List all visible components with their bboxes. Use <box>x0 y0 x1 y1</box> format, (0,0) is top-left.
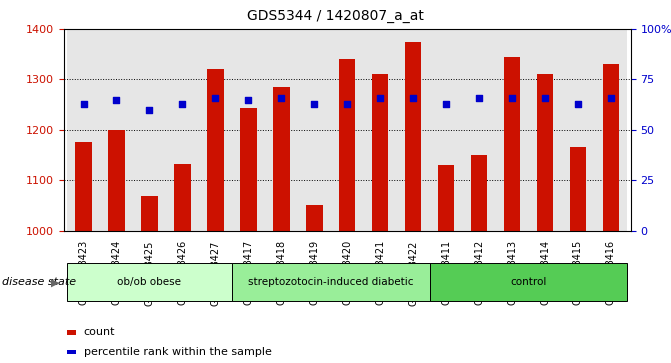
FancyBboxPatch shape <box>429 263 627 301</box>
Bar <box>603 64 619 231</box>
Bar <box>100 29 133 231</box>
Bar <box>141 196 158 231</box>
Point <box>539 95 550 101</box>
Bar <box>364 29 397 231</box>
Bar <box>496 29 529 231</box>
Text: count: count <box>84 327 115 337</box>
Bar <box>529 29 562 231</box>
Point <box>177 101 188 106</box>
Text: ▶: ▶ <box>50 277 59 287</box>
Point <box>441 101 452 106</box>
Bar <box>504 57 520 231</box>
Bar <box>471 155 487 231</box>
Bar <box>199 29 232 231</box>
Bar <box>166 29 199 231</box>
Text: GDS5344 / 1420807_a_at: GDS5344 / 1420807_a_at <box>247 9 424 23</box>
Bar <box>232 29 265 231</box>
Point <box>474 95 484 101</box>
Bar <box>331 29 364 231</box>
Point <box>78 101 89 106</box>
Point <box>309 101 319 106</box>
Bar <box>298 29 331 231</box>
Bar <box>438 165 454 231</box>
Point <box>276 95 287 101</box>
Text: disease state: disease state <box>2 277 76 287</box>
Bar <box>133 29 166 231</box>
Point <box>375 95 386 101</box>
Text: streptozotocin-induced diabetic: streptozotocin-induced diabetic <box>248 277 413 287</box>
Bar <box>108 130 125 231</box>
Point <box>342 101 353 106</box>
Bar <box>429 29 462 231</box>
Bar <box>397 29 429 231</box>
FancyBboxPatch shape <box>67 263 232 301</box>
Point <box>243 97 254 102</box>
Bar <box>75 142 92 231</box>
Point <box>210 95 221 101</box>
Bar <box>562 29 595 231</box>
Bar <box>462 29 496 231</box>
Point <box>144 107 155 113</box>
Bar <box>372 74 389 231</box>
FancyBboxPatch shape <box>232 263 429 301</box>
Point <box>408 95 419 101</box>
Bar <box>570 147 586 231</box>
Bar <box>207 69 223 231</box>
Bar <box>537 74 554 231</box>
Bar <box>174 163 191 231</box>
Point <box>572 101 583 106</box>
Bar <box>67 29 100 231</box>
Point <box>606 95 617 101</box>
Point <box>111 97 122 102</box>
Bar <box>265 29 298 231</box>
Text: control: control <box>511 277 547 287</box>
Bar <box>306 205 323 231</box>
Bar <box>240 108 256 231</box>
Point <box>507 95 517 101</box>
Text: ob/ob obese: ob/ob obese <box>117 277 181 287</box>
Bar <box>595 29 627 231</box>
Bar <box>273 87 290 231</box>
Bar <box>339 59 356 231</box>
Text: percentile rank within the sample: percentile rank within the sample <box>84 347 272 357</box>
Bar <box>405 42 421 231</box>
